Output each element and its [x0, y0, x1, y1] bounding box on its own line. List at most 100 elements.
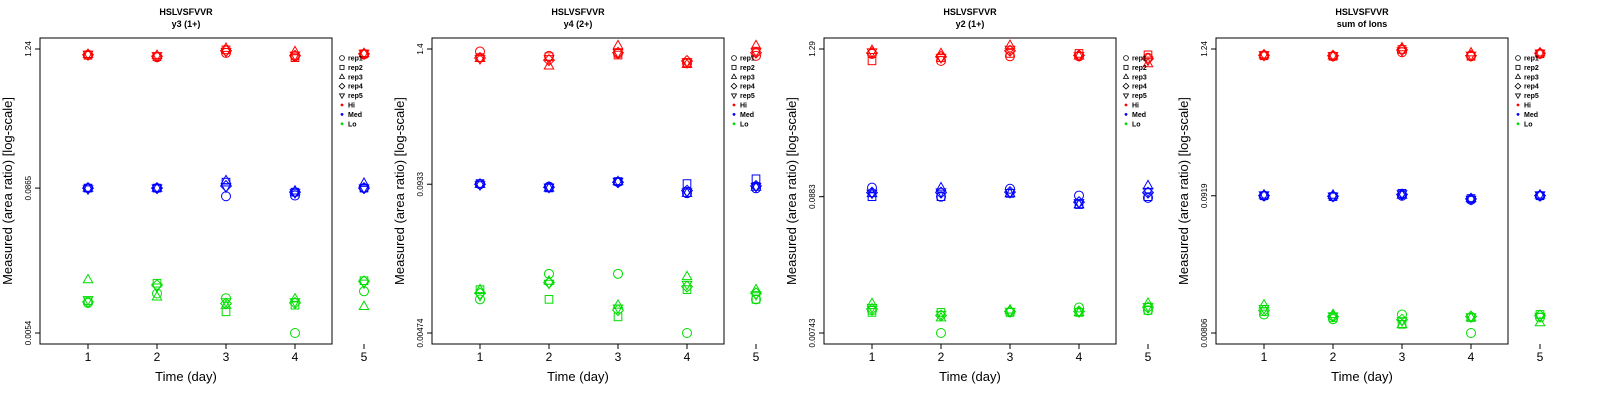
- point-lo-rep1: [544, 268, 554, 279]
- legend-label: Lo: [348, 121, 357, 128]
- point-lo-rep2: [867, 308, 877, 317]
- point-hi-rep5: [935, 54, 947, 64]
- legend-symbol-rep2: [1123, 64, 1129, 70]
- point-med-rep3: [1534, 188, 1546, 199]
- legend: rep1 rep2 rep3 rep4 rep5 Hi Med Lo: [1122, 55, 1147, 128]
- point-lo-rep1: [613, 268, 623, 279]
- x-tick-label: 2: [1330, 350, 1337, 364]
- x-tick-label: 3: [1007, 350, 1014, 364]
- point-lo-rep4: [611, 303, 625, 317]
- point-lo-rep3: [151, 290, 163, 301]
- point-lo-rep5: [750, 291, 762, 301]
- plot-frame: [431, 37, 725, 345]
- x-tick-label: 5: [1537, 350, 1544, 364]
- x-tick-label: 1: [1261, 350, 1268, 364]
- x-tick-label: 4: [292, 350, 299, 364]
- legend-symbol-rep4: [1514, 82, 1522, 90]
- point-med-rep5: [866, 189, 878, 200]
- legend-label: rep1: [740, 56, 755, 63]
- legend-symbol-rep2: [339, 64, 345, 70]
- point-lo-rep3: [289, 292, 301, 303]
- point-lo-rep3: [1258, 298, 1270, 309]
- x-tick-label: 3: [615, 350, 622, 364]
- legend-label: rep2: [740, 65, 755, 72]
- plot-frame: [39, 37, 333, 345]
- legend-label: Hi: [740, 103, 747, 110]
- y-axis-label: Measured (area ratio) [log-scale]: [0, 97, 15, 285]
- legend-symbol-rep1: [731, 55, 737, 61]
- x-tick-label: 5: [753, 350, 760, 364]
- chart-panel-4: HSLVSFVVR sum of Ions 1 2 3 4 5 Time (day) 0.008…: [1176, 7, 1547, 384]
- point-lo-rep5: [1004, 307, 1016, 318]
- y-axis-label: Measured (area ratio) [log-scale]: [1176, 97, 1191, 285]
- point-med-rep5: [681, 188, 693, 199]
- point-hi-rep5: [681, 58, 693, 69]
- point-hi-rep1: [751, 50, 761, 61]
- y-tick-label: 0.00743: [808, 318, 817, 347]
- legend-symbol-rep1: [1123, 55, 1129, 61]
- point-med-rep5: [1073, 199, 1085, 210]
- point-lo-rep1: [751, 294, 761, 305]
- point-hi-rep5: [474, 55, 486, 66]
- x-tick-label: 5: [361, 350, 368, 364]
- chart-title: HSLVSFVVR: [551, 7, 605, 17]
- point-med-rep5: [82, 185, 94, 196]
- point-lo-rep4: [150, 279, 164, 292]
- chart-panel-1: HSLVSFVVR y3 (1+) 1 2 3 4 5 Time (day) 0.0054 0.0…: [0, 7, 371, 384]
- point-hi-rep3: [1258, 48, 1270, 59]
- x-tick-label: 5: [1145, 350, 1152, 364]
- legend-label: rep2: [1132, 65, 1147, 72]
- point-med-rep3: [1258, 188, 1270, 199]
- point-lo-rep3: [1534, 316, 1546, 327]
- point-lo-rep1: [682, 328, 692, 338]
- point-med-rep5: [358, 184, 370, 195]
- point-hi-rep3: [612, 39, 624, 50]
- x-tick-label: 2: [154, 350, 161, 364]
- point-lo-rep3: [1465, 311, 1477, 322]
- chart-subtitle: y4 (2+): [564, 19, 593, 29]
- point-hi-rep5: [1258, 51, 1270, 61]
- point-lo-rep5: [1465, 313, 1477, 324]
- point-hi-rep5: [1396, 47, 1408, 58]
- point-hi-rep5: [289, 51, 301, 62]
- point-lo-rep2: [682, 285, 692, 294]
- legend-symbol-rep5: [730, 93, 738, 100]
- legend: rep1 rep2 rep3 rep4 rep5 Hi Med Lo: [730, 55, 755, 128]
- point-med-rep1: [867, 182, 877, 193]
- point-hi-rep1: [1005, 51, 1015, 62]
- chart-subtitle: y3 (1+): [172, 19, 201, 29]
- point-lo-rep2: [1397, 320, 1407, 329]
- point-lo-rep1: [152, 288, 162, 299]
- legend-label: Lo: [1132, 121, 1141, 128]
- point-med-rep5: [1534, 191, 1546, 202]
- point-hi-rep3: [474, 52, 486, 63]
- legend-label: rep3: [1132, 74, 1147, 81]
- point-lo-rep5: [1327, 312, 1339, 323]
- point-lo-rep1: [290, 328, 300, 338]
- point-lo-rep3: [358, 300, 370, 310]
- legend-dot-med: [1516, 113, 1520, 116]
- point-med-rep1: [936, 191, 946, 202]
- legend-dot-hi: [1516, 103, 1520, 107]
- legend-label: Med: [1524, 112, 1538, 119]
- x-axis-label: Time (day): [155, 369, 217, 384]
- point-lo-rep4: [680, 280, 694, 293]
- point-hi-rep5: [1327, 52, 1339, 62]
- point-lo-rep4: [81, 295, 95, 308]
- legend-dot-med: [1124, 113, 1128, 116]
- legend: rep1 rep2 rep3 rep4 rep5 Hi Med Lo: [1514, 55, 1539, 128]
- point-med-rep5: [151, 184, 163, 195]
- point-med-rep2: [1143, 192, 1153, 202]
- point-hi-rep5: [82, 50, 94, 61]
- plot-frame: [823, 37, 1117, 345]
- legend-label: rep1: [348, 56, 363, 63]
- point-med-rep5: [220, 183, 232, 194]
- point-med-rep5: [1258, 191, 1270, 202]
- legend-symbol-rep5: [1514, 93, 1522, 100]
- y-tick-label: 0.0933: [416, 171, 425, 196]
- point-lo-rep5: [612, 304, 624, 315]
- point-med-rep3: [935, 181, 947, 192]
- point-lo-rep1: [1328, 314, 1338, 325]
- point-hi-rep5: [1004, 45, 1016, 56]
- point-lo-rep5: [474, 292, 486, 302]
